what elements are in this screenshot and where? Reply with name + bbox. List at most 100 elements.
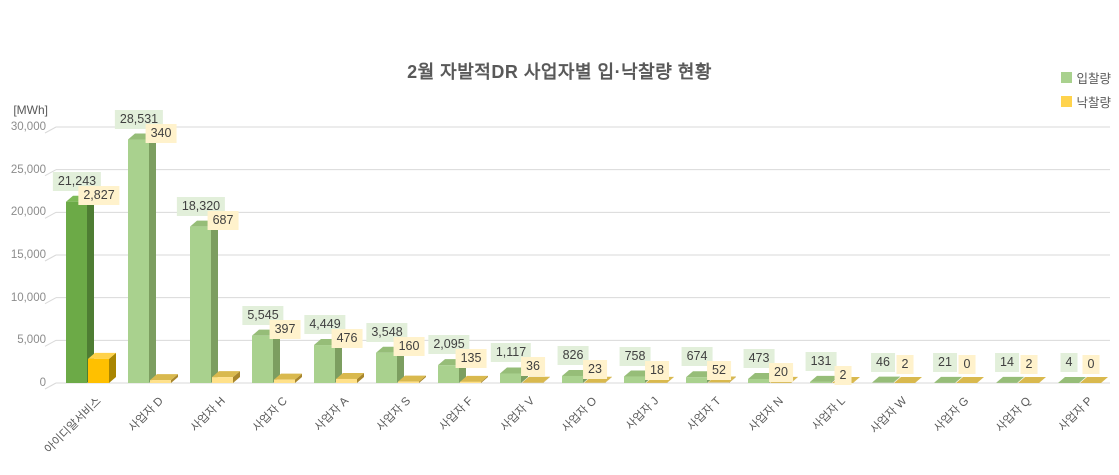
bar-side-face <box>915 376 922 383</box>
bar-side-face <box>233 371 240 383</box>
bar-front-face <box>376 352 397 383</box>
bar-top-face <box>872 376 900 383</box>
bar-front-face <box>624 376 645 383</box>
bar-front-face <box>398 381 419 383</box>
bar-top-face <box>996 376 1024 383</box>
bar-side-face <box>149 133 156 383</box>
award-value-label: 476 <box>331 329 363 349</box>
bar-top-face <box>686 371 714 378</box>
bar-front-face <box>66 201 87 383</box>
bid-value-label: 758 <box>619 346 651 366</box>
bar-top-face <box>460 375 488 382</box>
bar-front-face <box>88 358 109 383</box>
award-value-label: 2 <box>896 354 914 374</box>
bar-side-face <box>605 376 612 383</box>
legend-swatch-icon <box>1061 72 1073 83</box>
award-value-label: 0 <box>1082 355 1100 374</box>
y-axis-tick-label: 30,000 <box>10 121 46 133</box>
legend-label: 낙찰량 <box>1076 96 1111 110</box>
bar-side-face <box>109 352 116 383</box>
bar-side-face <box>273 329 280 383</box>
bar-top-face <box>624 370 652 377</box>
award-value-label: 340 <box>145 123 177 143</box>
bar-side-face <box>729 376 736 383</box>
bar-front-face <box>150 380 171 383</box>
bar-side-face <box>357 372 364 383</box>
award-value-label: 397 <box>269 319 301 339</box>
bar-side-face <box>481 375 488 383</box>
bar-side-face <box>853 376 860 383</box>
gridline-depth-stub <box>44 382 57 390</box>
bar-front-face <box>810 381 831 383</box>
bar-front-face <box>190 226 211 383</box>
bar-top-face <box>150 374 178 381</box>
award-value-label: 52 <box>707 361 731 381</box>
gridline-depth-stub <box>44 339 57 347</box>
bar-side-face <box>543 376 550 383</box>
gridline-depth-stub <box>44 254 57 262</box>
award-value-label: 687 <box>207 210 239 230</box>
bar-front-face <box>438 365 459 383</box>
gridline-depth-stub <box>44 126 57 134</box>
bar-top-face <box>1080 377 1108 383</box>
bar-top-face <box>88 352 116 359</box>
bar-side-face <box>335 339 342 383</box>
bar-top-face <box>336 372 364 379</box>
bid-value-label: 46 <box>871 352 895 372</box>
y-axis-tick-label: 0 <box>39 377 46 389</box>
bar-front-face <box>128 139 149 383</box>
y-axis-tick-label: 5,000 <box>17 334 46 347</box>
bid-value-label: 674 <box>681 347 713 367</box>
y-axis-tick-label: 20,000 <box>10 206 46 219</box>
bar-side-face <box>893 376 900 383</box>
bar-top-face <box>500 367 528 374</box>
bid-value-label: 826 <box>557 345 589 365</box>
bar-side-face <box>171 374 178 383</box>
bar-top-face <box>562 369 590 376</box>
bar-top-face <box>1018 376 1046 383</box>
y-axis-tick-label: 25,000 <box>10 163 46 176</box>
bar-front-face <box>336 378 357 383</box>
bar-side-face <box>419 375 426 383</box>
bar-front-face <box>562 375 583 383</box>
y-axis-tick-label: 15,000 <box>10 249 46 261</box>
bar-side-face <box>955 376 962 383</box>
bar-side-face <box>295 373 302 383</box>
bar-top-face <box>522 376 550 383</box>
bar-top-face <box>748 372 776 379</box>
bid-value-label: 14 <box>995 352 1019 372</box>
bid-value-label: 4 <box>1060 352 1078 372</box>
bar-side-face <box>211 220 218 383</box>
gridline-depth-stub <box>44 211 57 219</box>
award-value-label: 2,827 <box>78 185 120 205</box>
award-value-label: 2 <box>834 365 852 385</box>
gridline-depth-stub <box>44 169 57 177</box>
bar-side-face <box>1039 376 1046 383</box>
chart-title: 2월 자발적DR 사업자별 입·낙찰량 현황 <box>407 62 712 82</box>
legend-item: 낙찰량 <box>1061 92 1111 111</box>
bar-top-face <box>1058 376 1086 383</box>
bar-top-face <box>810 375 838 382</box>
award-value-label: 36 <box>521 357 545 377</box>
legend-swatch-icon <box>1061 96 1073 107</box>
bar-top-face <box>934 376 962 383</box>
bar-top-face <box>398 375 426 382</box>
legend-label: 입찰량 <box>1076 72 1111 86</box>
y-axis-tick-label: 10,000 <box>10 291 46 304</box>
award-value-label: 160 <box>393 336 425 356</box>
bar-top-face <box>894 376 922 383</box>
award-value-label: 0 <box>958 355 976 374</box>
bid-value-label: 21 <box>933 352 957 372</box>
bar-front-face <box>748 378 769 383</box>
bar-side-face <box>1079 376 1086 383</box>
bar-front-face <box>500 373 521 383</box>
bar-front-face <box>252 335 273 383</box>
bar-front-face <box>686 377 707 383</box>
award-value-label: 2 <box>1020 354 1038 374</box>
award-value-label: 18 <box>645 360 669 380</box>
bar-top-face <box>212 371 240 378</box>
bar-top-face <box>956 377 984 383</box>
bid-value-label: 473 <box>743 348 775 368</box>
